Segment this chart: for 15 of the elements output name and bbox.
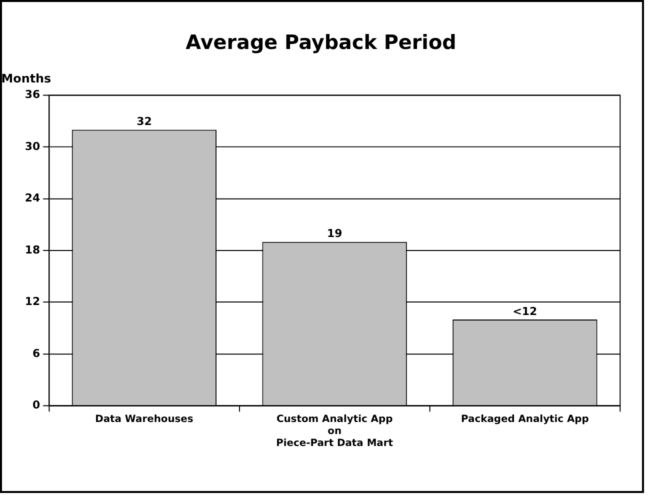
y-tick-label: 30: [24, 140, 40, 153]
y-axis-title: Months: [1, 71, 52, 86]
y-tick-label: 6: [32, 346, 40, 360]
data-label: 19: [326, 227, 342, 240]
y-tick-label: 18: [24, 243, 40, 256]
chart-title: Average Payback Period: [186, 30, 456, 54]
y-tick-label: 12: [24, 295, 40, 308]
data-label: <12: [512, 304, 538, 318]
x-tick-label: Packaged Analytic App: [461, 414, 589, 426]
y-tick-label: 24: [24, 192, 40, 205]
y-tick-label: 0: [32, 398, 40, 412]
x-tick-label: Custom Analytic App on Piece-Part Data Mart: [276, 414, 394, 449]
y-tick-label: 36: [24, 88, 40, 102]
data-label: 32: [136, 115, 152, 128]
x-tick-label: Data Warehouses: [95, 414, 194, 426]
